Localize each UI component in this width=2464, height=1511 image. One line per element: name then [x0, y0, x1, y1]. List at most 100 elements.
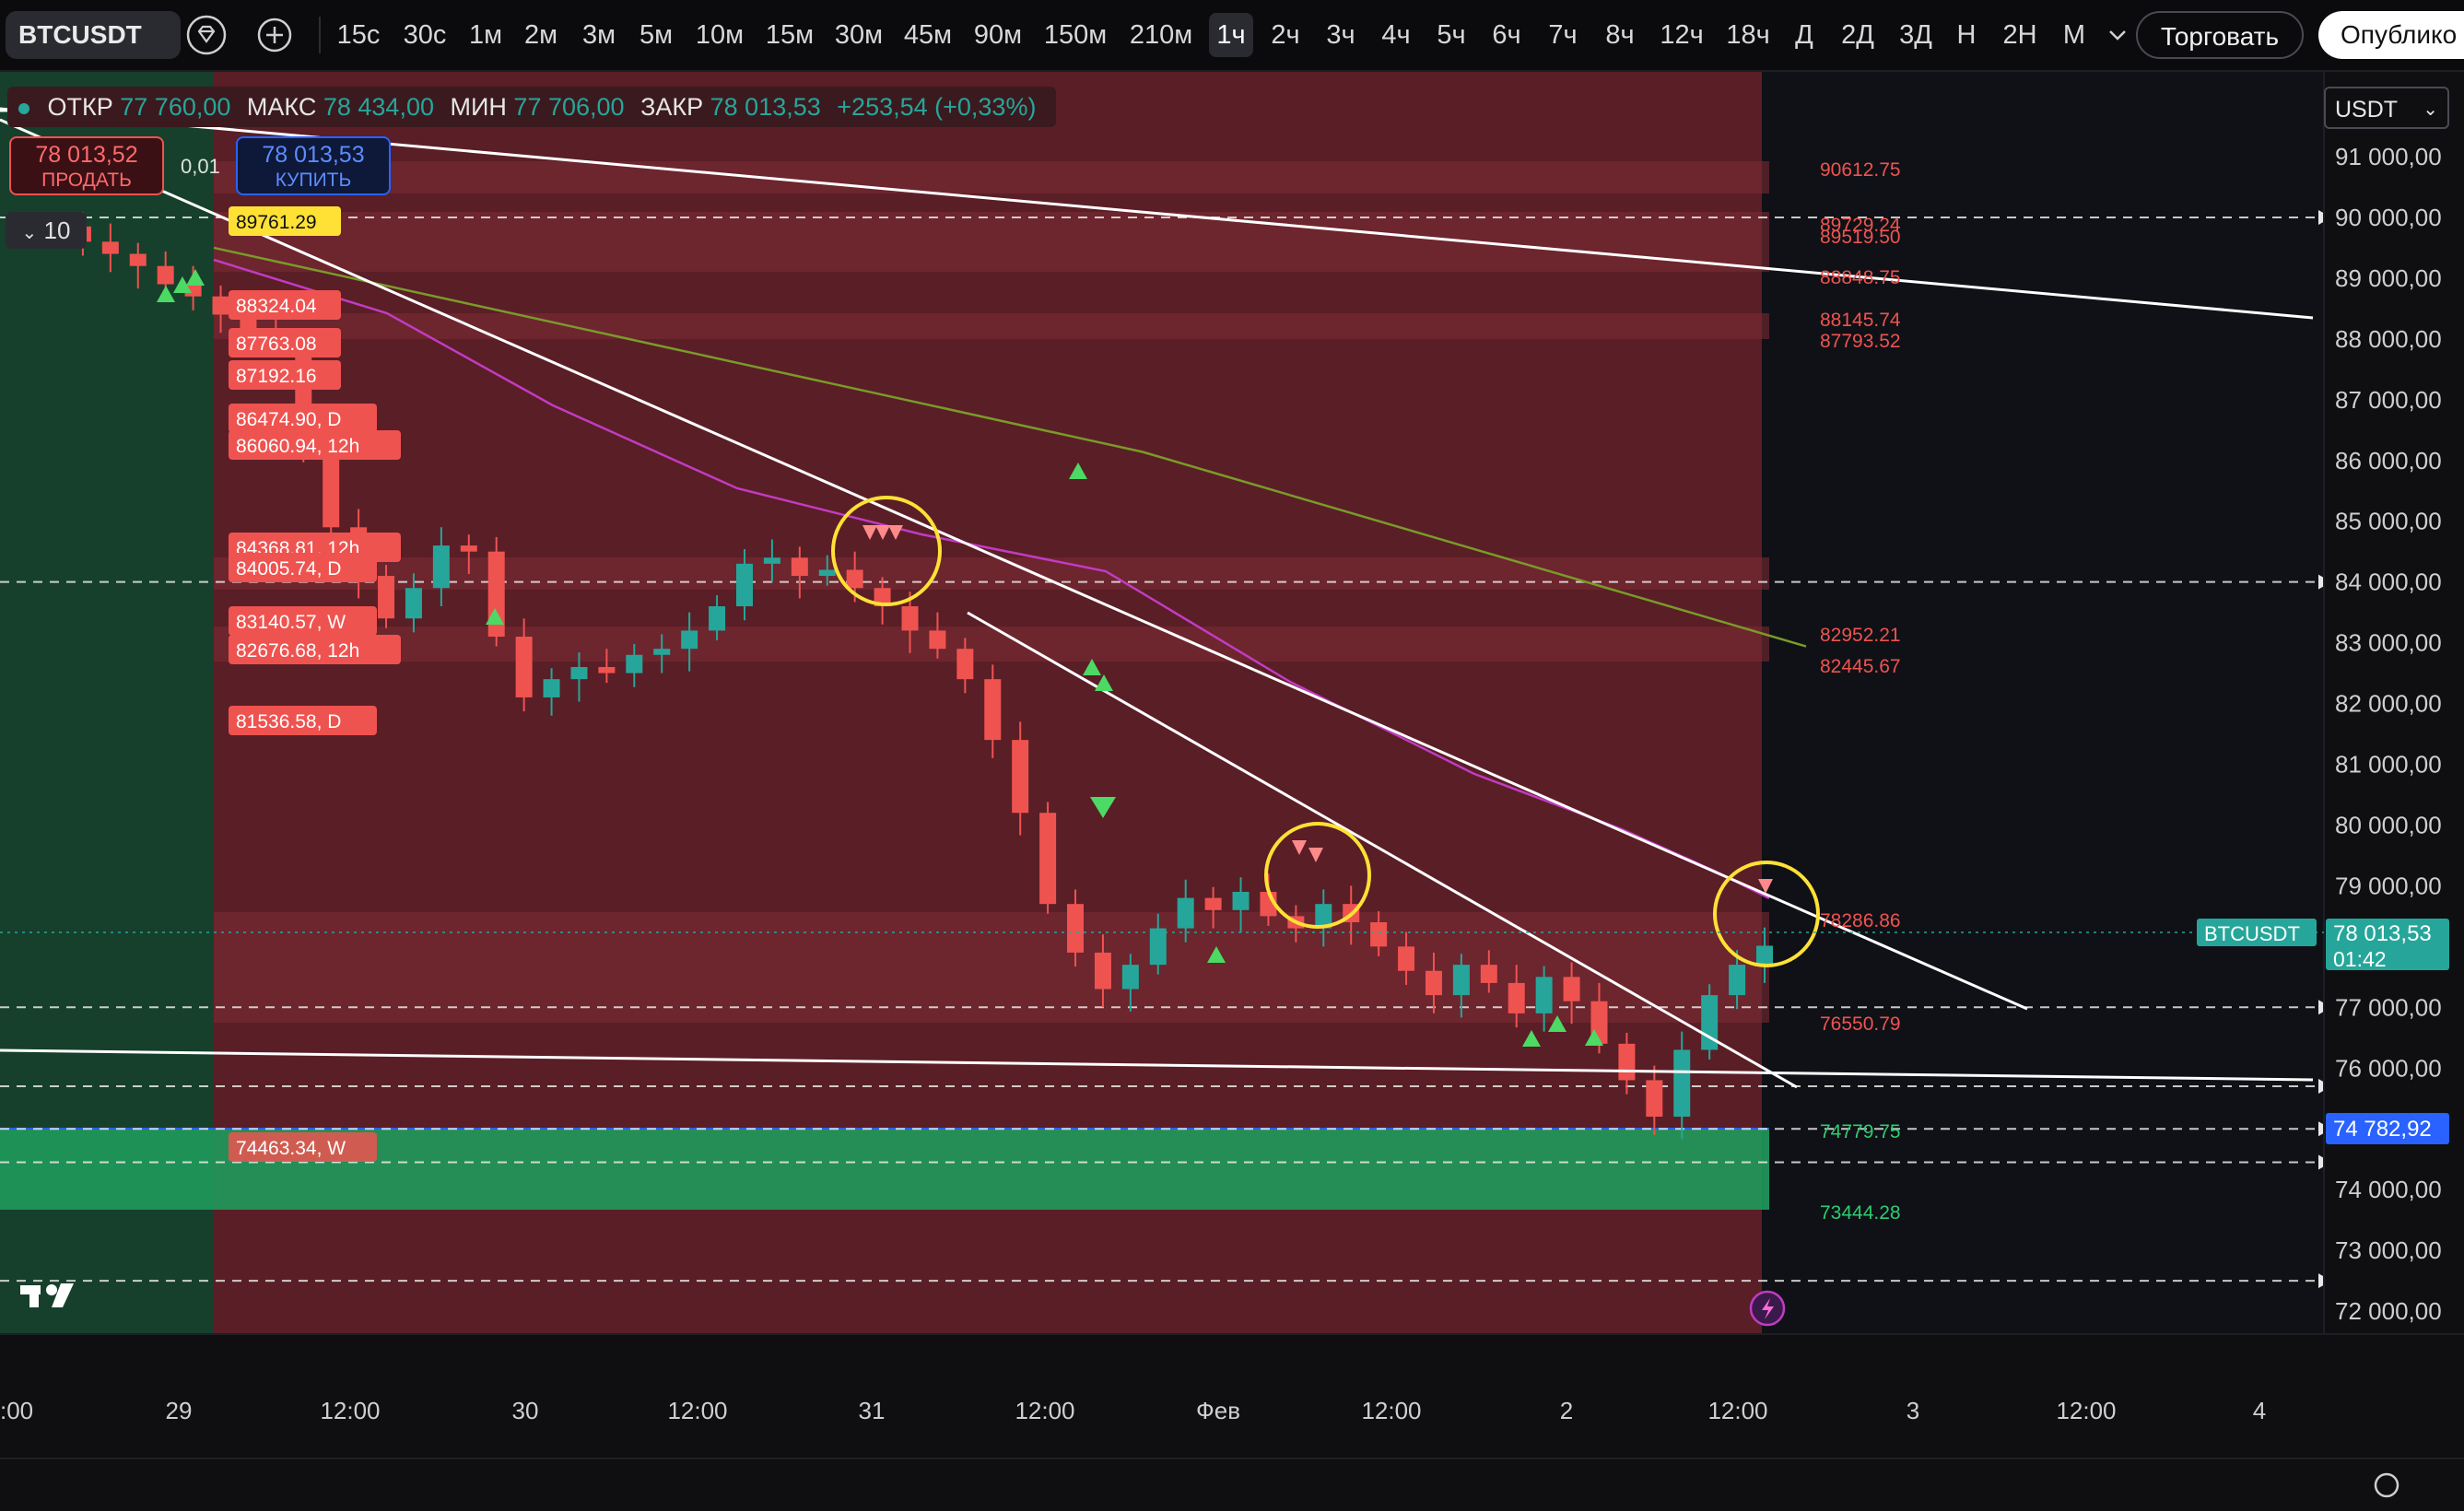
- interval-150м[interactable]: 150м: [1043, 20, 1108, 50]
- x-tick-label: 12:00: [1015, 1397, 1074, 1424]
- green-session-zone: [0, 72, 214, 1334]
- interval-3Д[interactable]: 3Д: [1899, 20, 1932, 50]
- interval-2Н[interactable]: 2Н: [2002, 20, 2037, 50]
- highlight-circle: [1264, 822, 1371, 929]
- interval-5ч[interactable]: 5ч: [1437, 20, 1466, 50]
- currency-value: USDT: [2335, 97, 2399, 123]
- level-label: 76550.79: [1820, 1013, 1901, 1035]
- y-tick-label: 89 000,00: [2335, 264, 2442, 292]
- top-toolbar: BTCUSDT 15с 30с 1м 2м 3м 5м 10м 15м 30м 45м 90м 150…: [0, 0, 2464, 72]
- candle-body: [1094, 952, 1111, 990]
- y-tick-label: 79 000,00: [2335, 872, 2442, 899]
- trendline: [967, 611, 1798, 1089]
- sell-button[interactable]: 78 013,52 ПРОДАТЬ: [9, 136, 164, 195]
- x-tick-label: 31: [859, 1397, 886, 1424]
- interval-2м[interactable]: 2м: [523, 20, 558, 50]
- close-value: 78 013,53: [710, 93, 821, 121]
- symbol-search[interactable]: BTCUSDT: [6, 11, 181, 59]
- candle-body: [184, 284, 202, 297]
- quantity-selector[interactable]: ⌄ 10: [6, 212, 87, 249]
- resistance-band: [214, 161, 1769, 193]
- candle-body: [1535, 977, 1553, 1013]
- candle-body: [598, 666, 616, 674]
- candle-body: [101, 241, 119, 254]
- interval-90м[interactable]: 90м: [973, 20, 1023, 50]
- interval-4ч[interactable]: 4ч: [1381, 20, 1411, 50]
- chart-svg[interactable]: 91 000,00 90 000,00 89 000,00 88 000,00 87 0…: [0, 72, 2464, 1511]
- y-tick-label: 88 000,00: [2335, 325, 2442, 353]
- interval-8ч[interactable]: 8ч: [1605, 20, 1635, 50]
- interval-18ч[interactable]: 18ч: [1726, 20, 1770, 50]
- currency-select[interactable]: USDT ⌄: [2324, 87, 2449, 129]
- y-tick-label: 73 000,00: [2335, 1236, 2442, 1264]
- y-tick-label: 85 000,00: [2335, 508, 2442, 535]
- y-tick-label: 74 000,00: [2335, 1176, 2442, 1203]
- buy-price: 78 013,53: [262, 142, 365, 168]
- x-tick-label: 12:00: [320, 1397, 380, 1424]
- interval-30м[interactable]: 30м: [834, 20, 884, 50]
- interval-210м[interactable]: 210м: [1129, 20, 1193, 50]
- interval-3м[interactable]: 3м: [581, 20, 616, 50]
- interval-12ч[interactable]: 12ч: [1660, 20, 1704, 50]
- interval-15с[interactable]: 15с: [336, 20, 381, 50]
- interval-3ч[interactable]: 3ч: [1326, 20, 1355, 50]
- interval-2ч[interactable]: 2ч: [1271, 20, 1300, 50]
- publish-button[interactable]: Опублико: [2318, 11, 2464, 59]
- sell-signal-icon: [1292, 840, 1307, 855]
- interval-М[interactable]: М: [2062, 20, 2086, 50]
- interval-1м[interactable]: 1м: [468, 20, 503, 50]
- chevron-down-icon[interactable]: [2095, 13, 2140, 57]
- open-label: ОТКР: [47, 93, 113, 121]
- interval-45м[interactable]: 45м: [903, 20, 953, 50]
- candle-body: [818, 569, 836, 577]
- close-label: ЗАКР: [640, 93, 704, 121]
- price-chart[interactable]: 91 000,00 90 000,00 89 000,00 88 000,00 87 0…: [0, 72, 2464, 1511]
- price-label-text: 74463.34, W: [236, 1138, 346, 1159]
- interval-6ч[interactable]: 6ч: [1492, 20, 1521, 50]
- interval-Д[interactable]: Д: [1795, 20, 1813, 50]
- trade-button[interactable]: Торговать: [2136, 11, 2304, 59]
- interval-10м[interactable]: 10м: [695, 20, 745, 50]
- candle-body: [1508, 982, 1525, 1013]
- level-label: 88145.74: [1820, 310, 1901, 331]
- candle-body: [1452, 965, 1470, 996]
- candle-body: [432, 545, 450, 589]
- interval-2Д[interactable]: 2Д: [1841, 20, 1874, 50]
- x-tick-label: 2: [1560, 1397, 1573, 1424]
- add-symbol-icon[interactable]: [252, 13, 297, 57]
- ohlc-legend: ОТКР 77 760,00 МАКС 78 434,00 МИН 77 706…: [7, 87, 1057, 127]
- sell-signal-icon: [1758, 879, 1773, 894]
- candle-body: [543, 679, 560, 697]
- interval-5м[interactable]: 5м: [639, 20, 674, 50]
- candle-body: [1618, 1043, 1636, 1081]
- price-label-text: 87763.08: [236, 334, 317, 355]
- trendline: [0, 118, 2028, 1011]
- price-label-text: 89761.29: [236, 212, 317, 233]
- y-tick-label: 86 000,00: [2335, 447, 2442, 474]
- last-price-tag: [2326, 919, 2449, 970]
- candle-body: [157, 265, 174, 285]
- interval-15м[interactable]: 15м: [765, 20, 815, 50]
- price-label-box: [229, 206, 341, 236]
- buy-button[interactable]: 78 013,53 КУПИТЬ: [236, 136, 391, 195]
- level-label: 74779.75: [1820, 1121, 1901, 1142]
- diamond-icon[interactable]: [184, 13, 229, 57]
- chevron-down-icon: ⌄: [2423, 100, 2438, 120]
- candle-body: [791, 557, 808, 577]
- y-tick-label: 80 000,00: [2335, 811, 2442, 838]
- level-label: 87793.52: [1820, 331, 1901, 352]
- interval-Н[interactable]: Н: [1956, 20, 1977, 50]
- level-label: 90612.75: [1820, 159, 1901, 181]
- candle-body: [1315, 904, 1332, 929]
- level-label: 78286.86: [1820, 910, 1901, 931]
- sell-signal-icon: [1308, 848, 1323, 862]
- candle-body: [709, 606, 726, 631]
- interval-7ч[interactable]: 7ч: [1548, 20, 1578, 50]
- interval-30с[interactable]: 30с: [403, 20, 447, 50]
- buy-signal-icon: [1522, 1030, 1541, 1047]
- y-tick-label: 76 000,00: [2335, 1054, 2442, 1082]
- interval-1ч[interactable]: 1ч: [1209, 13, 1253, 57]
- logo-part: [29, 1285, 39, 1307]
- price-label-text: 86060.94, 12h: [236, 436, 359, 457]
- trendline: [0, 1048, 2314, 1082]
